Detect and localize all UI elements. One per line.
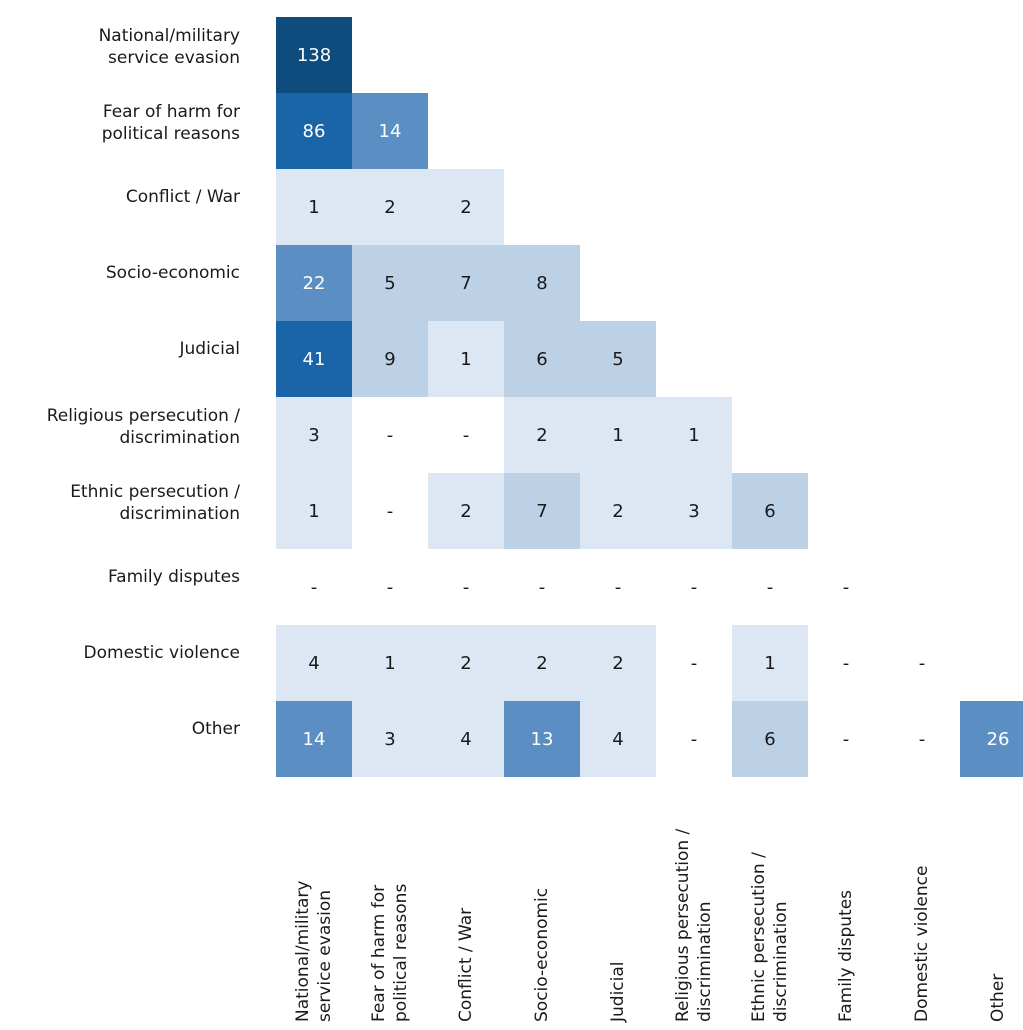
column-label: Family disputes: [836, 889, 856, 1022]
heatmap-cell: -: [766, 576, 774, 598]
column-label: Socio-economic: [532, 887, 552, 1022]
heatmap-cell: 14: [352, 93, 428, 169]
heatmap-cell: 6: [732, 701, 808, 777]
column-label: Judicial: [608, 961, 628, 1022]
heatmap-cell: 2: [428, 473, 504, 549]
heatmap-cell: -: [310, 576, 318, 598]
heatmap-cell: -: [614, 576, 622, 598]
heatmap-cell: 4: [580, 701, 656, 777]
heatmap-cell: 14: [276, 701, 352, 777]
heatmap-cell: -: [538, 576, 546, 598]
heatmap-cell: -: [842, 728, 850, 750]
heatmap-cell: 3: [352, 701, 428, 777]
heatmap-cell: -: [386, 576, 394, 598]
heatmap-cell: -: [842, 576, 850, 598]
heatmap-cell: 13: [504, 701, 580, 777]
heatmap-cell: -: [690, 576, 698, 598]
row-label: Judicial: [179, 339, 240, 359]
heatmap-cell: 7: [428, 245, 504, 321]
heatmap-cell: 41: [276, 321, 352, 397]
heatmap-cell: 6: [732, 473, 808, 549]
heatmap-cell: 2: [580, 473, 656, 549]
heatmap-cell: 9: [352, 321, 428, 397]
row-label: Socio-economic: [105, 263, 240, 283]
heatmap-cell: -: [918, 652, 926, 674]
heatmap-cell: 5: [580, 321, 656, 397]
heatmap-cell: 5: [352, 245, 428, 321]
heatmap-cell: 1: [276, 473, 352, 549]
heatmap-cell: -: [386, 500, 394, 522]
heatmap-cell: -: [462, 424, 470, 446]
heatmap-cell: 22: [276, 245, 352, 321]
heatmap-cell: 86: [276, 93, 352, 169]
heatmap-cell: 26: [960, 701, 1023, 777]
heatmap-cell: -: [918, 728, 926, 750]
heatmap-cell: -: [690, 652, 698, 674]
heatmap-cell: 2: [504, 397, 580, 473]
heatmap-cell: -: [462, 576, 470, 598]
heatmap-cell: 138: [276, 17, 352, 93]
heatmap-cell: -: [690, 728, 698, 750]
column-label: Conflict / War: [456, 907, 476, 1022]
heatmap-cell: 2: [428, 625, 504, 701]
heatmap-cell: 4: [428, 701, 504, 777]
heatmap-cell: 1: [276, 169, 352, 245]
row-label: Conflict / War: [125, 187, 240, 207]
heatmap-cell: 1: [428, 321, 504, 397]
row-label: Family disputes: [107, 567, 240, 587]
heatmap-cell: 3: [276, 397, 352, 473]
column-label: Fear of harm for political reasons: [369, 883, 411, 1022]
row-label: Other: [191, 719, 240, 739]
row-label: Domestic violence: [83, 643, 240, 663]
heatmap-cell: 7: [504, 473, 580, 549]
row-label: Ethnic persecution / discrimination: [70, 482, 240, 524]
column-label: National/military service evasion: [293, 880, 335, 1022]
heatmap-cell: 8: [504, 245, 580, 321]
heatmap-cell: 6: [504, 321, 580, 397]
heatmap-cell: 3: [656, 473, 732, 549]
row-label: Religious persecution / discrimination: [46, 406, 240, 448]
column-label: Other: [988, 973, 1008, 1022]
column-label: Ethnic persecution / discrimination: [749, 852, 791, 1022]
heatmap-cell: 1: [656, 397, 732, 473]
heatmap-cell: 2: [580, 625, 656, 701]
heatmap-cell: -: [386, 424, 394, 446]
column-label: Religious persecution / discrimination: [673, 828, 715, 1022]
heatmap-cell: 1: [580, 397, 656, 473]
heatmap-cell: 2: [428, 169, 504, 245]
heatmap-cell: 2: [504, 625, 580, 701]
heatmap-cell: -: [842, 652, 850, 674]
heatmap-cell: 4: [276, 625, 352, 701]
heatmap-cell: 1: [352, 625, 428, 701]
heatmap-cell: 2: [352, 169, 428, 245]
column-label: Domestic violence: [912, 865, 932, 1022]
heatmap-cell: 1: [732, 625, 808, 701]
row-label: National/military service evasion: [98, 26, 240, 68]
row-label: Fear of harm for political reasons: [101, 102, 240, 144]
